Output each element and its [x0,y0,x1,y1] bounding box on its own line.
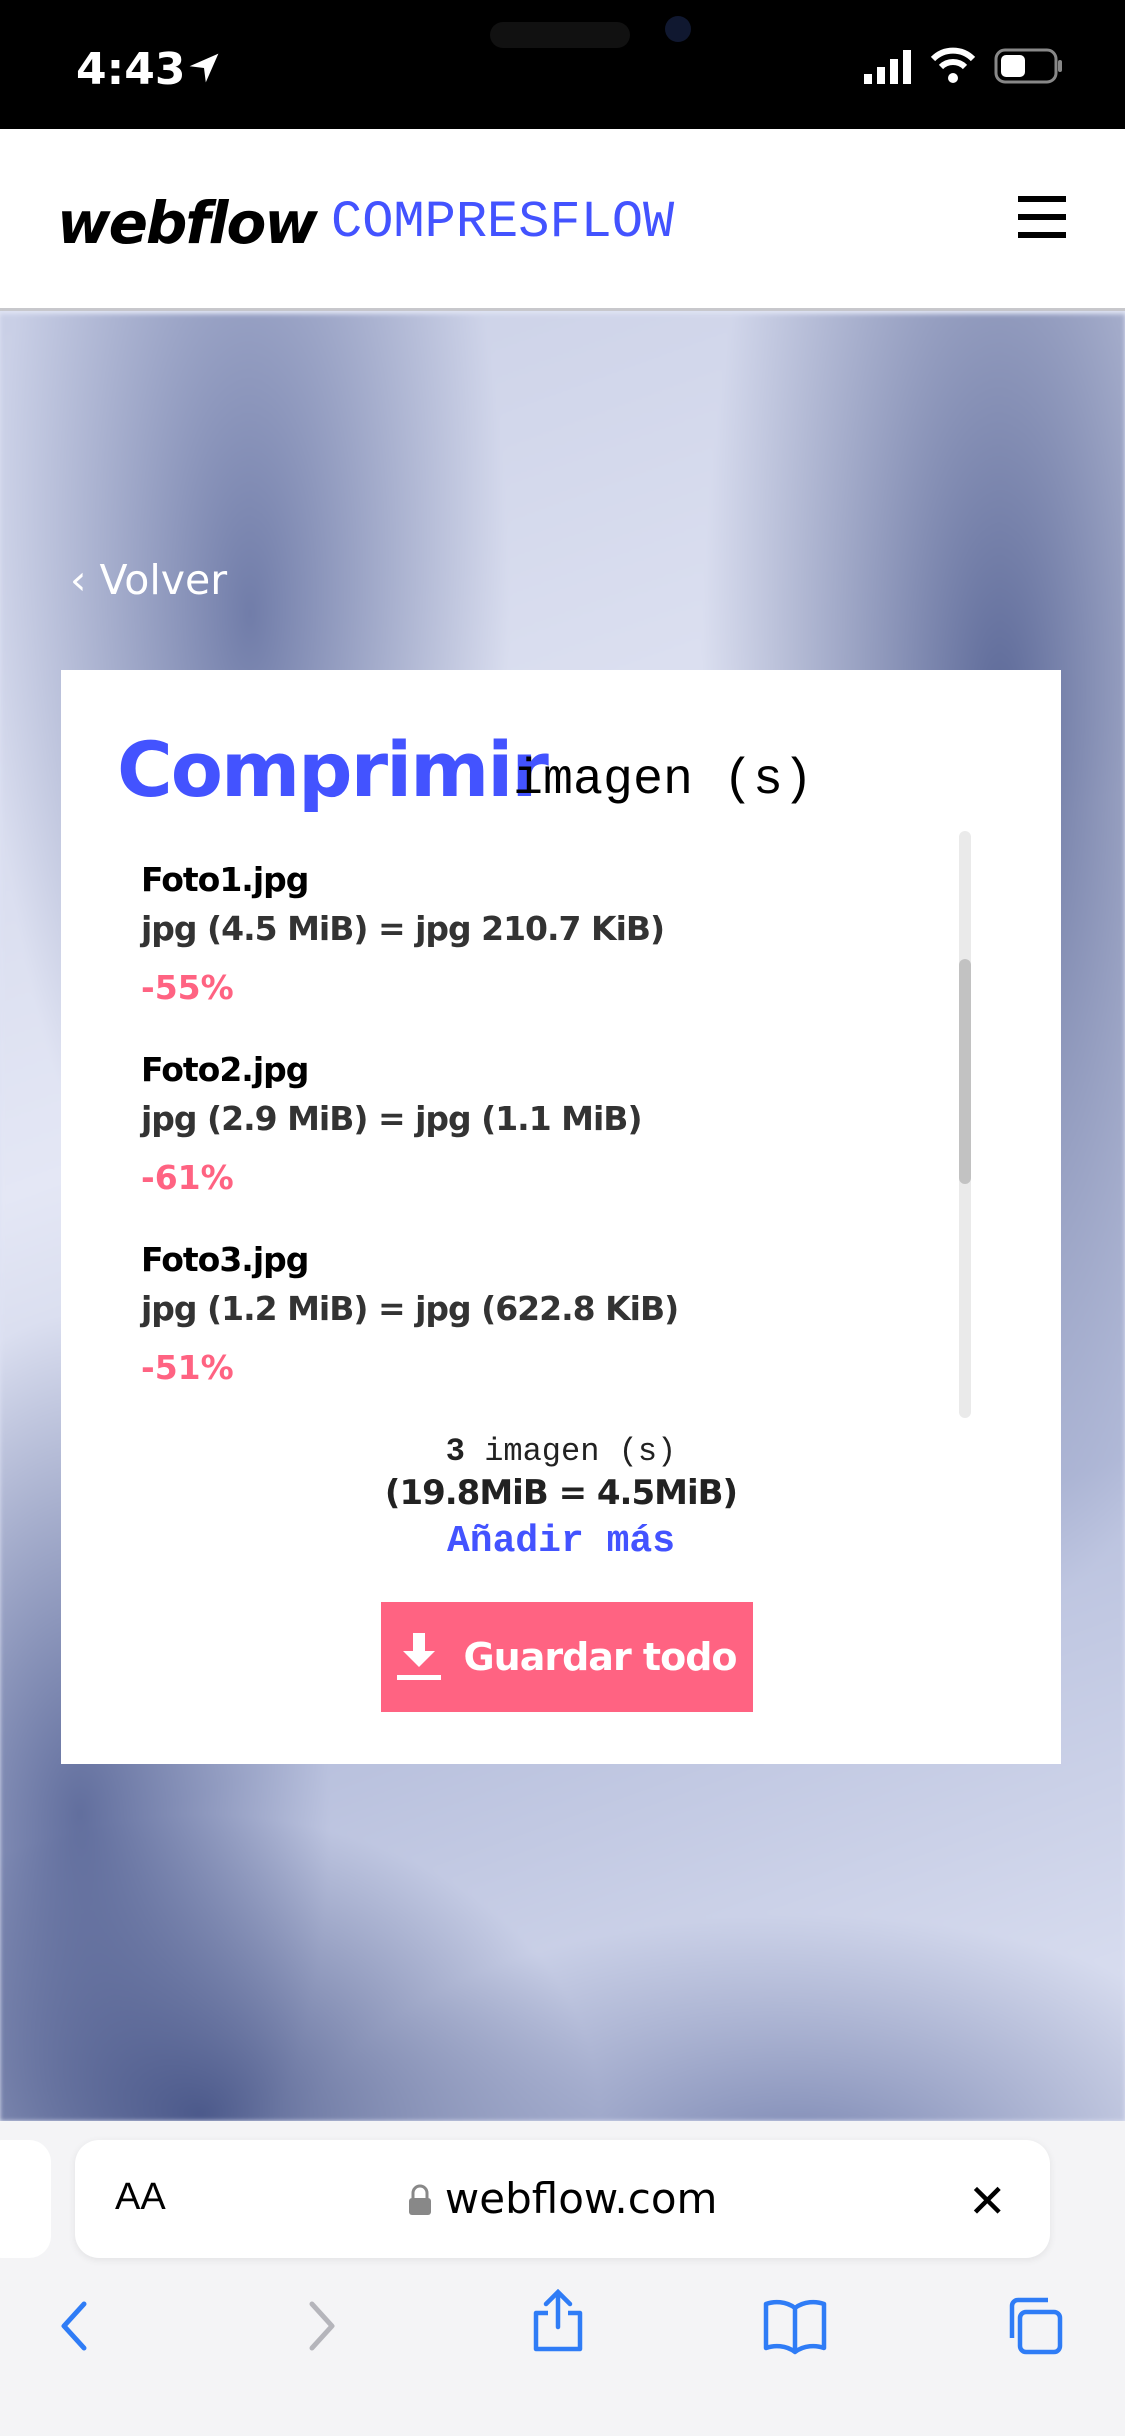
file-sizes: jpg (4.5 MiB) = jpg 210.7 KiB) [141,909,665,948]
url-domain: webflow.com [75,2174,1050,2223]
dynamic-island [490,22,630,48]
total-sizes: (19.8MiB = 4.5MiB) [384,1473,738,1513]
signal-icon [864,50,911,84]
file-reduction: -51% [141,1348,234,1387]
address-bar[interactable]: AA webflow.com ✕ [75,2140,1050,2258]
title-main: Comprimir [117,725,549,814]
share-icon[interactable] [528,2289,588,2353]
wifi-icon [930,47,976,83]
status-bar: 4:43 [0,0,1125,129]
scrollbar-thumb[interactable] [959,959,971,1184]
clock: 4:43 [76,44,186,95]
battery-icon [994,48,1062,84]
file-item: Foto3.jpg jpg (1.2 MiB) = jpg (622.8 KiB… [141,1240,679,1387]
previous-tab-pill[interactable] [0,2140,51,2258]
add-more-link[interactable]: Añadir más [446,1520,676,1563]
hamburger-menu-icon[interactable] [1018,196,1066,238]
file-name: Foto3.jpg [141,1240,309,1279]
file-sizes: jpg (2.9 MiB) = jpg (1.1 MiB) [141,1099,643,1138]
file-item: Foto2.jpg jpg (2.9 MiB) = jpg (1.1 MiB) … [141,1050,643,1197]
chevron-left-icon: ‹ [70,556,100,604]
file-reduction: -55% [141,968,234,1007]
camera [665,16,691,42]
back-icon[interactable] [46,2296,106,2356]
back-label: Volver [99,556,228,604]
location-icon [189,53,219,83]
file-sizes: jpg (1.2 MiB) = jpg (622.8 KiB) [141,1289,679,1328]
site-header: webflow COMPRESFLOW [0,129,1125,311]
browser-toolbar: AA webflow.com ✕ [0,2121,1125,2436]
bookmarks-icon[interactable] [762,2296,828,2356]
title-sub: imagen (s) [513,752,814,809]
webflow-logo[interactable]: webflow [57,189,318,257]
brand-name[interactable]: COMPRESFLOW [331,193,675,252]
save-all-button[interactable]: Guardar todo [381,1602,753,1712]
image-count: 3 imagen (s) [445,1433,677,1470]
file-name: Foto2.jpg [141,1050,309,1089]
lock-icon [408,2184,431,2215]
back-link[interactable]: ‹ Volver [70,556,227,604]
tabs-icon[interactable] [1004,2296,1064,2356]
save-all-label: Guardar todo [463,1635,737,1679]
file-item: Foto1.jpg jpg (4.5 MiB) = jpg 210.7 KiB)… [141,860,665,1007]
close-icon[interactable]: ✕ [968,2175,1007,2227]
compress-card: Comprimir imagen (s) Foto1.jpg jpg (4.5 … [61,670,1061,1764]
text-size-button[interactable]: AA [115,2176,166,2218]
file-name: Foto1.jpg [141,860,309,899]
forward-icon[interactable] [290,2296,350,2356]
file-reduction: -61% [141,1158,234,1197]
download-icon [397,1633,442,1680]
